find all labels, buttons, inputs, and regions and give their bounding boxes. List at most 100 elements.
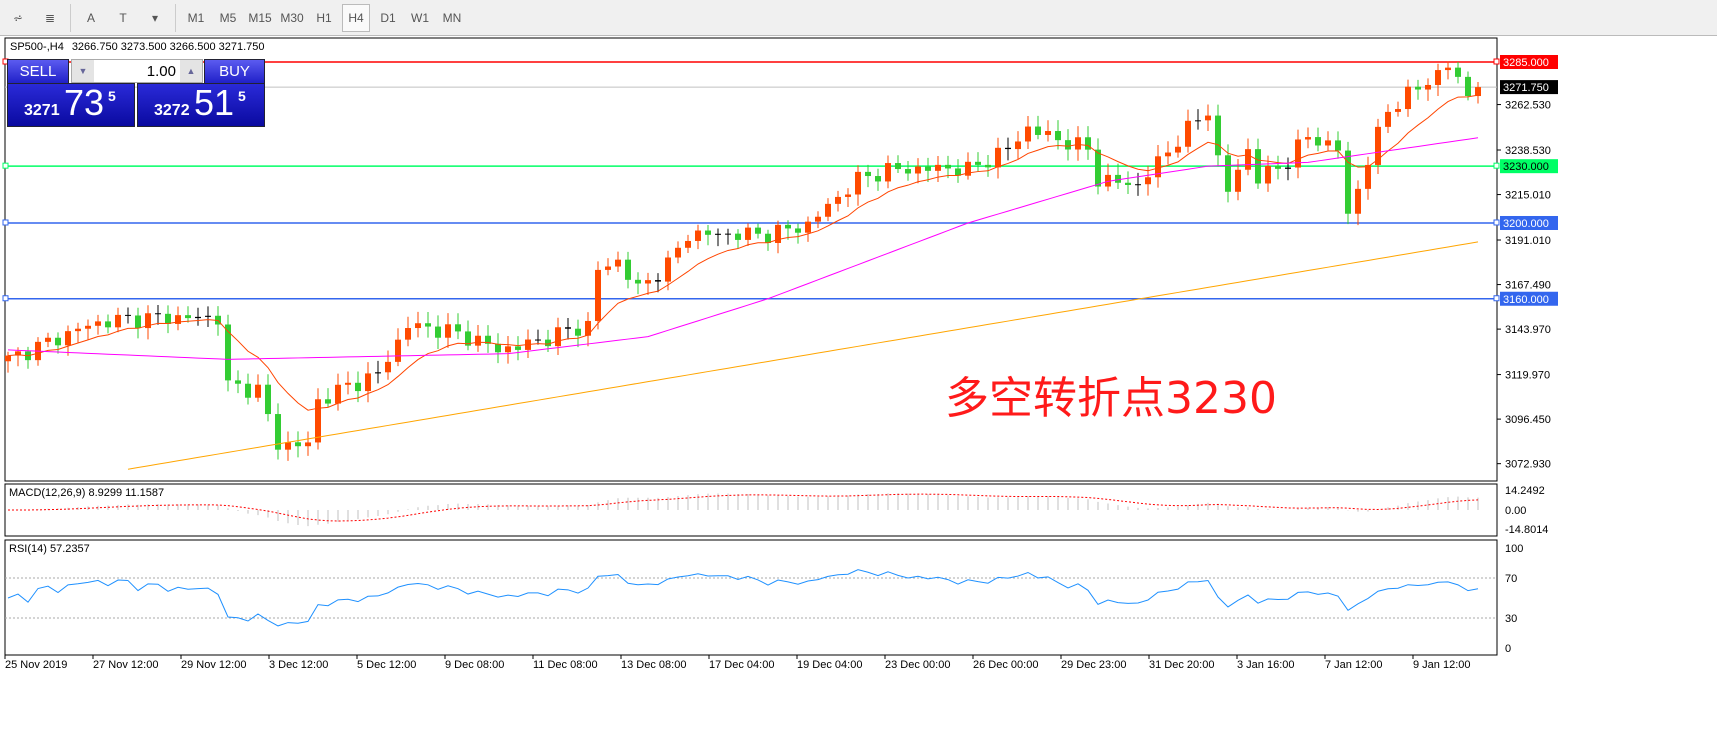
candle-body[interactable] <box>855 171 861 195</box>
candle-body[interactable] <box>605 266 611 270</box>
candle-body[interactable] <box>1105 174 1111 187</box>
candle-body[interactable] <box>255 384 261 398</box>
candle-body[interactable] <box>1415 86 1421 90</box>
timeframe-h4[interactable]: H4 <box>342 3 370 32</box>
candle-body[interactable] <box>1285 167 1291 169</box>
candle-body[interactable] <box>1325 140 1331 146</box>
timeframe-m30[interactable]: M30 <box>280 10 304 25</box>
candle-body[interactable] <box>475 335 481 346</box>
candle-body[interactable] <box>935 164 941 171</box>
candle-body[interactable] <box>755 227 761 234</box>
candle-body[interactable] <box>645 280 651 284</box>
candle-body[interactable] <box>1015 141 1021 150</box>
candle-body[interactable] <box>895 163 901 170</box>
candle-body[interactable] <box>1215 115 1221 156</box>
candle-body[interactable] <box>245 383 251 398</box>
candle-body[interactable] <box>1165 152 1171 157</box>
candle-body[interactable] <box>595 269 601 321</box>
candle-body[interactable] <box>1315 137 1321 146</box>
candle-body[interactable] <box>1205 115 1211 121</box>
candle-body[interactable] <box>285 442 291 450</box>
candle-body[interactable] <box>1235 169 1241 192</box>
candle-body[interactable] <box>885 163 891 182</box>
candle-body[interactable] <box>1025 126 1031 142</box>
candle-body[interactable] <box>305 442 311 447</box>
candle-body[interactable] <box>705 230 711 235</box>
candle-body[interactable] <box>905 169 911 174</box>
candle-body[interactable] <box>505 346 511 353</box>
candle-body[interactable] <box>945 164 951 169</box>
candle-body[interactable] <box>455 324 461 332</box>
candle-body[interactable] <box>1085 137 1091 150</box>
candle-body[interactable] <box>235 380 241 384</box>
buy-button[interactable]: BUY <box>204 59 265 84</box>
candle-body[interactable] <box>225 324 231 381</box>
candle-body[interactable] <box>835 196 841 204</box>
candle-body[interactable] <box>115 314 121 328</box>
candle-body[interactable] <box>185 315 191 319</box>
candle-body[interactable] <box>785 224 791 229</box>
candle-body[interactable] <box>875 176 881 182</box>
candle-body[interactable] <box>1095 149 1101 187</box>
timeframe-m1[interactable]: M1 <box>187 10 205 25</box>
line-handle[interactable] <box>1493 295 1500 302</box>
candle-body[interactable] <box>1425 84 1431 90</box>
candle-body[interactable] <box>1465 76 1471 97</box>
candle-body[interactable] <box>695 230 701 241</box>
candle-body[interactable] <box>1435 70 1441 85</box>
line-handle[interactable] <box>1493 219 1500 226</box>
candle-body[interactable] <box>575 328 581 336</box>
candle-body[interactable] <box>735 233 741 240</box>
candle-body[interactable] <box>175 315 181 324</box>
candle-body[interactable] <box>535 339 541 341</box>
candle-body[interactable] <box>65 331 71 346</box>
candle-body[interactable] <box>1265 165 1271 184</box>
candle-body[interactable] <box>665 257 671 282</box>
text-label-tool-button[interactable]: T <box>109 4 137 32</box>
timeframe-mn[interactable]: MN <box>442 10 462 25</box>
candle-body[interactable] <box>965 161 971 176</box>
candle-body[interactable] <box>1065 140 1071 150</box>
indicators-tool-button[interactable]: ⩫ <box>4 4 32 32</box>
candle-body[interactable] <box>1245 149 1251 170</box>
timeframe-m15[interactable]: M15 <box>248 10 272 25</box>
candle-body[interactable] <box>1255 149 1261 184</box>
candle-body[interactable] <box>955 168 961 176</box>
candle-body[interactable] <box>715 233 721 235</box>
candle-body[interactable] <box>1075 137 1081 150</box>
timeframe-w1[interactable]: W1 <box>411 10 429 25</box>
candle-body[interactable] <box>365 373 371 392</box>
candle-body[interactable] <box>195 316 201 319</box>
candle-body[interactable] <box>1275 165 1281 169</box>
lot-decrease-button[interactable]: ▼ <box>72 60 94 82</box>
candle-body[interactable] <box>675 247 681 258</box>
candle-body[interactable] <box>565 327 571 329</box>
buy-price[interactable]: 3272 51 5 <box>137 82 265 127</box>
candle-body[interactable] <box>585 320 591 336</box>
candle-body[interactable] <box>385 361 391 373</box>
candle-body[interactable] <box>1005 147 1011 150</box>
candle-body[interactable] <box>135 315 141 329</box>
line-handle[interactable] <box>2 219 9 226</box>
candle-body[interactable] <box>315 399 321 443</box>
candle-body[interactable] <box>485 335 491 344</box>
candle-body[interactable] <box>865 171 871 177</box>
candle-body[interactable] <box>265 384 271 415</box>
candle-body[interactable] <box>1175 146 1181 153</box>
candle-body[interactable] <box>1365 164 1371 189</box>
line-handle[interactable] <box>2 295 9 302</box>
candle-body[interactable] <box>985 164 991 168</box>
candle-body[interactable] <box>1155 156 1161 178</box>
sell-price[interactable]: 3271 73 5 <box>7 82 135 127</box>
candle-body[interactable] <box>1345 150 1351 214</box>
candle-body[interactable] <box>105 321 111 328</box>
candle-body[interactable] <box>445 324 451 338</box>
candle-body[interactable] <box>1385 111 1391 127</box>
candle-body[interactable] <box>275 414 281 450</box>
candle-body[interactable] <box>815 216 821 222</box>
candle-body[interactable] <box>1355 188 1361 214</box>
candle-body[interactable] <box>765 233 771 243</box>
candle-body[interactable] <box>1455 67 1461 77</box>
candle-body[interactable] <box>635 279 641 284</box>
fibonacci-tool-button[interactable]: ≣ <box>36 4 64 32</box>
